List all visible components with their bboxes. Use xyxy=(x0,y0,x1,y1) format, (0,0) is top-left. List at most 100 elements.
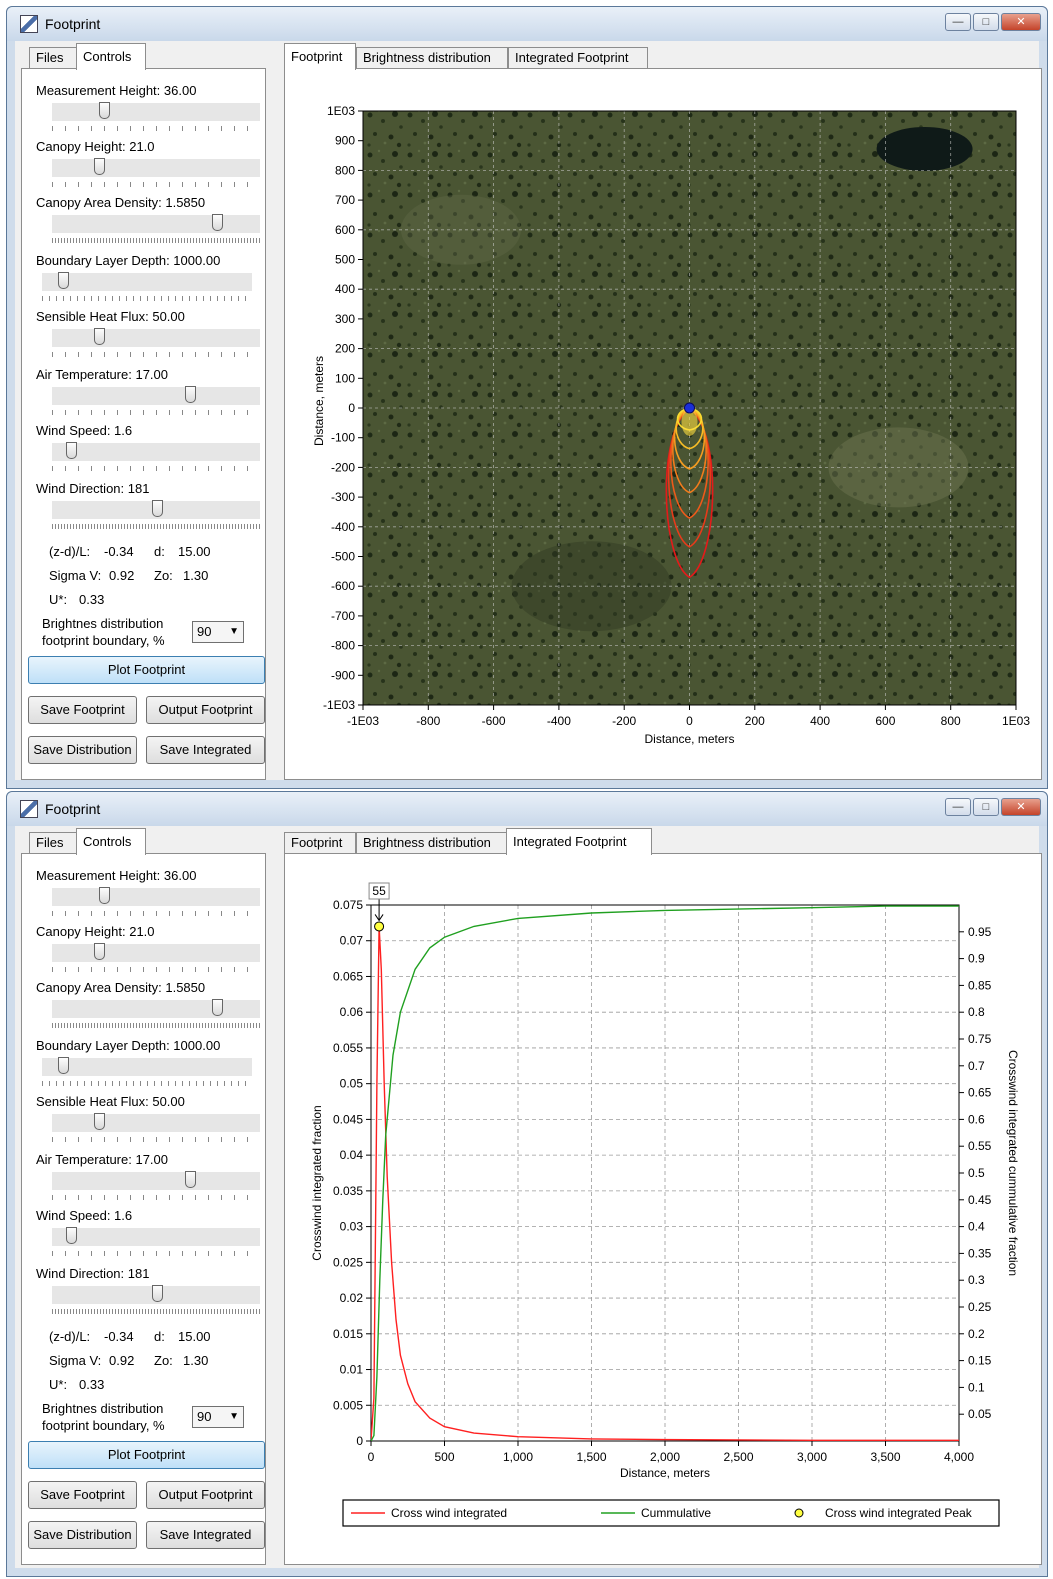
minimize-button[interactable]: — xyxy=(945,13,971,31)
canopy-height-slider[interactable] xyxy=(52,943,260,962)
tab-brightness-distribution[interactable]: Brightness distribution xyxy=(356,47,508,69)
tab-integrated-footprint[interactable]: Integrated Footprint xyxy=(508,47,648,69)
measurement-height-slider[interactable] xyxy=(52,102,260,121)
title-bar[interactable]: Footprint — □ ✕ xyxy=(7,792,1047,826)
slider-thumb[interactable] xyxy=(152,500,163,517)
wind-direction-label: Wind Direction: 181 xyxy=(36,1266,150,1281)
y-tick-label: 600 xyxy=(335,223,355,237)
save-integrated-button[interactable]: Save Integrated xyxy=(146,736,265,764)
canopy-area-density-label: Canopy Area Density: 1.5850 xyxy=(36,980,206,995)
pond-area xyxy=(876,127,973,171)
x-axis-label: Distance, meters xyxy=(644,732,734,746)
tab-brightness-distribution[interactable]: Brightness distribution xyxy=(356,832,508,854)
slider-thumb[interactable] xyxy=(58,272,69,289)
tab-controls[interactable]: Controls xyxy=(76,828,146,855)
slider-thumb[interactable] xyxy=(66,442,77,459)
footprint-window-1: Footprint — □ ✕ Files Controls Measureme… xyxy=(6,6,1048,789)
slider-thumb[interactable] xyxy=(94,158,105,175)
wind-speed-label: Wind Speed: 1.6 xyxy=(36,1208,133,1223)
air-temperature-slider[interactable] xyxy=(52,386,260,405)
slider-thumb[interactable] xyxy=(185,386,196,403)
slider-ticks xyxy=(52,182,260,187)
save-distribution-button[interactable]: Save Distribution xyxy=(28,1521,137,1549)
slider-thumb[interactable] xyxy=(212,999,223,1016)
y-tick-label: 800 xyxy=(335,163,355,177)
close-button[interactable]: ✕ xyxy=(1001,798,1041,816)
y-tick-label: -100 xyxy=(331,431,355,445)
wind-direction-slider[interactable] xyxy=(52,1285,260,1304)
slider-thumb[interactable] xyxy=(212,214,223,231)
legend: Cross wind integrated Cummulative Cross wi… xyxy=(342,1499,1000,1527)
boundary-label-line1: Brightnes distribution xyxy=(42,1401,164,1416)
maximize-button[interactable]: □ xyxy=(973,13,999,31)
sensible-heat-flux-slider[interactable] xyxy=(52,328,260,347)
air-temperature-slider[interactable] xyxy=(52,1171,260,1190)
wind-speed-slider[interactable] xyxy=(52,1227,260,1246)
slider-thumb[interactable] xyxy=(152,1285,163,1302)
air-temperature-label: Air Temperature: 17.00 xyxy=(36,367,168,382)
measurement-height-slider[interactable] xyxy=(52,887,260,906)
x-tick-label: 1E03 xyxy=(1002,714,1030,728)
y2-tick-label: 0.15 xyxy=(968,1354,992,1368)
sigma-v-value: 0.92 xyxy=(109,1353,135,1368)
slider-thumb[interactable] xyxy=(99,887,110,904)
y-tick-label: 0.005 xyxy=(333,1398,363,1412)
wind-speed-slider[interactable] xyxy=(52,442,260,461)
boundary-layer-depth-slider[interactable] xyxy=(42,272,252,291)
canopy-area-density-slider[interactable] xyxy=(52,214,260,233)
boundary-percent-select[interactable]: 90 ▼ xyxy=(192,621,244,643)
slider-thumb[interactable] xyxy=(66,1227,77,1244)
x-tick-label: 1,000 xyxy=(503,1450,533,1464)
boundary-layer-depth-slider[interactable] xyxy=(42,1057,252,1076)
slider-thumb[interactable] xyxy=(94,328,105,345)
y-tick-label: 0.065 xyxy=(333,969,363,983)
minimize-button[interactable]: — xyxy=(945,798,971,816)
title-bar[interactable]: Footprint — □ ✕ xyxy=(7,7,1047,41)
y-axis-label: Crosswind integrated fraction xyxy=(310,1105,324,1260)
slider-thumb[interactable] xyxy=(58,1057,69,1074)
x-tick-label: 4,000 xyxy=(944,1450,974,1464)
y-tick-label: -200 xyxy=(331,460,355,474)
output-footprint-button[interactable]: Output Footprint xyxy=(146,1481,265,1509)
y2-tick-label: 0.55 xyxy=(968,1139,992,1153)
maximize-button[interactable]: □ xyxy=(973,798,999,816)
tab-footprint[interactable]: Footprint xyxy=(284,43,356,70)
plot-footprint-button[interactable]: Plot Footprint xyxy=(28,1441,265,1469)
app-icon xyxy=(20,800,38,818)
canopy-height-slider[interactable] xyxy=(52,158,260,177)
y2-tick-label: 0.65 xyxy=(968,1086,992,1100)
y-tick-label: 200 xyxy=(335,342,355,356)
y-tick-label: 0.075 xyxy=(333,898,363,912)
y-tick-label: 0 xyxy=(348,401,355,415)
sensible-heat-flux-slider[interactable] xyxy=(52,1113,260,1132)
y-tick-label: 0.015 xyxy=(333,1327,363,1341)
slider-thumb[interactable] xyxy=(94,943,105,960)
wind-direction-slider[interactable] xyxy=(52,500,260,519)
canopy-area-density-slider[interactable] xyxy=(52,999,260,1018)
save-footprint-button[interactable]: Save Footprint xyxy=(28,1481,137,1509)
boundary-percent-select[interactable]: 90 ▼ xyxy=(192,1406,244,1428)
save-integrated-button[interactable]: Save Integrated xyxy=(146,1521,265,1549)
plot-footprint-button[interactable]: Plot Footprint xyxy=(28,656,265,684)
y-tick-label: 400 xyxy=(335,282,355,296)
legend-label-peak: Cross wind integrated Peak xyxy=(825,1506,973,1520)
save-footprint-button[interactable]: Save Footprint xyxy=(28,696,137,724)
save-distribution-button[interactable]: Save Distribution xyxy=(28,736,137,764)
tab-files[interactable]: Files xyxy=(29,832,77,854)
slider-thumb[interactable] xyxy=(99,102,110,119)
close-button[interactable]: ✕ xyxy=(1001,13,1041,31)
peak-label-box xyxy=(368,882,390,900)
tab-footprint[interactable]: Footprint xyxy=(284,832,356,854)
tab-integrated-footprint[interactable]: Integrated Footprint xyxy=(506,828,652,855)
slider-thumb[interactable] xyxy=(185,1171,196,1188)
canopy-height-label: Canopy Height: 21.0 xyxy=(36,139,155,154)
x-tick-label: -800 xyxy=(416,714,440,728)
zo-value: 1.30 xyxy=(183,568,209,583)
slider-ticks xyxy=(52,1137,260,1142)
output-footprint-button[interactable]: Output Footprint xyxy=(146,696,265,724)
tab-controls[interactable]: Controls xyxy=(76,43,146,70)
sigma-v-value: 0.92 xyxy=(109,568,135,583)
slider-thumb[interactable] xyxy=(94,1113,105,1130)
x-tick-label: 3,000 xyxy=(797,1450,827,1464)
tab-files[interactable]: Files xyxy=(29,47,77,69)
